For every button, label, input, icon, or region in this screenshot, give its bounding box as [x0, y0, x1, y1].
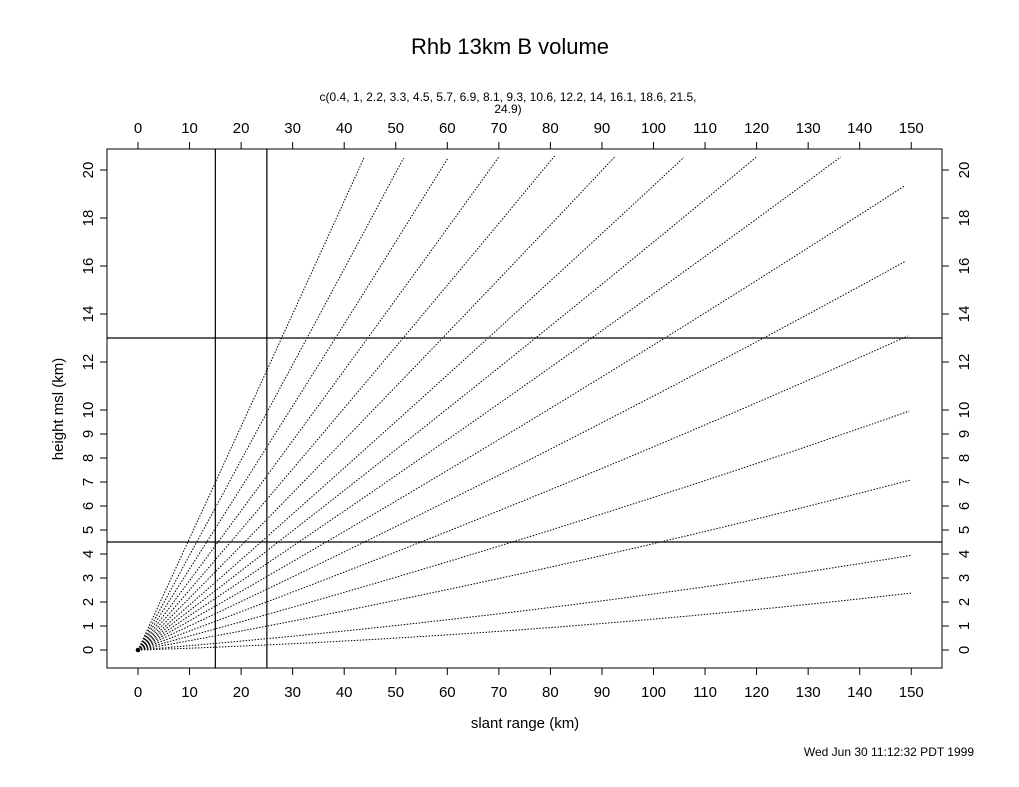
elevation-ray: [137, 260, 907, 651]
y-tick-label-left: 18: [80, 210, 97, 227]
y-tick-label-left: 7: [80, 478, 97, 486]
x-tick-label-bottom: 110: [693, 684, 717, 701]
y-tick-label-right: 20: [956, 162, 973, 179]
x-axis-label: slant range (km): [471, 715, 579, 732]
y-tick-label-left: 4: [80, 550, 97, 558]
elevation-ray: [137, 156, 841, 651]
elevation-ray: [137, 156, 365, 651]
x-tick-label-top: 140: [847, 120, 872, 137]
y-tick-label-left: 16: [80, 258, 97, 275]
y-tick-label-left: 3: [80, 574, 97, 582]
x-tick-label-bottom: 120: [744, 684, 769, 701]
reference-lines: [107, 149, 942, 668]
x-tick-label-bottom: 20: [233, 684, 250, 701]
chart-subtitle-line2: 24.9): [494, 102, 521, 116]
y-tick-label-right: 7: [956, 478, 973, 486]
x-tick-label-bottom: 100: [641, 684, 666, 701]
y-tick-label-left: 1: [80, 622, 97, 630]
x-tick-label-top: 0: [134, 120, 142, 137]
x-tick-label-bottom: 10: [181, 684, 198, 701]
y-tick-label-left: 14: [80, 306, 97, 323]
plot-frame: [106, 148, 943, 669]
y-tick-label-left: 10: [80, 402, 97, 419]
radar-origin-marker: [135, 647, 141, 653]
x-tick-label-top: 60: [439, 120, 456, 137]
x-tick-label-top: 10: [181, 120, 198, 137]
y-tick-label-right: 6: [956, 502, 973, 510]
y-tick-label-left: 5: [80, 526, 97, 534]
elevation-ray: [137, 410, 910, 651]
elevation-ray: [137, 554, 911, 651]
y-tick-label-right: 3: [956, 574, 973, 582]
chart-title: Rhb 13km B volume: [411, 34, 609, 59]
y-tick-label-left: 6: [80, 502, 97, 510]
x-tick-label-top: 20: [233, 120, 250, 137]
axes: 0010102020303040405050606070708080909010…: [80, 120, 973, 701]
y-tick-label-left: 2: [80, 598, 97, 606]
chart-subtitle-line1: c(0.4, 1, 2.2, 3.3, 4.5, 5.7, 6.9, 8.1, …: [320, 90, 697, 104]
x-tick-label-top: 120: [744, 120, 769, 137]
x-tick-label-top: 100: [641, 120, 666, 137]
y-tick-label-right: 1: [956, 622, 973, 630]
y-tick-label-right: 8: [956, 454, 973, 462]
x-tick-label-top: 130: [796, 120, 821, 137]
x-tick-label-bottom: 70: [491, 684, 508, 701]
x-tick-label-bottom: 80: [542, 684, 559, 701]
x-tick-label-bottom: 140: [847, 684, 872, 701]
y-tick-label-right: 5: [956, 526, 973, 534]
elevation-ray: [137, 156, 685, 651]
y-tick-label-left: 0: [80, 646, 97, 654]
x-tick-label-bottom: 30: [284, 684, 301, 701]
elevation-ray: [137, 592, 912, 651]
x-tick-label-bottom: 50: [387, 684, 404, 701]
y-tick-label-right: 16: [956, 258, 973, 275]
timestamp-footer: Wed Jun 30 11:12:32 PDT 1999: [804, 745, 974, 759]
elevation-ray: [137, 156, 500, 651]
x-tick-label-bottom: 0: [134, 684, 142, 701]
x-tick-label-bottom: 60: [439, 684, 456, 701]
y-axis-label: height msl (km): [50, 358, 67, 461]
x-tick-label-top: 150: [899, 120, 924, 137]
y-tick-label-right: 9: [956, 430, 973, 438]
elevation-ray: [137, 157, 405, 651]
y-tick-label-right: 10: [956, 402, 973, 419]
elevation-ray: [137, 158, 448, 651]
elevation-ray: [137, 155, 616, 651]
x-tick-label-top: 80: [542, 120, 559, 137]
x-tick-label-bottom: 150: [899, 684, 924, 701]
y-tick-label-right: 0: [956, 646, 973, 654]
x-tick-label-top: 90: [594, 120, 611, 137]
x-tick-label-bottom: 130: [796, 684, 821, 701]
y-tick-label-right: 12: [956, 354, 973, 371]
x-tick-label-top: 70: [491, 120, 508, 137]
x-tick-label-bottom: 90: [594, 684, 611, 701]
elevation-ray: [137, 155, 556, 651]
x-tick-label-top: 110: [693, 120, 717, 137]
y-tick-label-left: 8: [80, 454, 97, 462]
y-tick-label-left: 20: [80, 162, 97, 179]
x-tick-label-bottom: 40: [336, 684, 353, 701]
x-tick-label-top: 30: [284, 120, 301, 137]
elevation-rays: [137, 155, 912, 651]
y-tick-label-right: 18: [956, 210, 973, 227]
y-tick-label-right: 2: [956, 598, 973, 606]
elevation-ray: [137, 479, 911, 651]
elevation-ray: [137, 156, 758, 651]
y-tick-label-right: 4: [956, 550, 973, 558]
x-tick-label-top: 40: [336, 120, 353, 137]
elevation-ray: [137, 185, 905, 651]
y-tick-label-left: 12: [80, 354, 97, 371]
elevation-ray: [137, 335, 908, 651]
x-tick-label-top: 50: [387, 120, 404, 137]
y-tick-label-right: 14: [956, 306, 973, 323]
y-tick-label-left: 9: [80, 430, 97, 438]
